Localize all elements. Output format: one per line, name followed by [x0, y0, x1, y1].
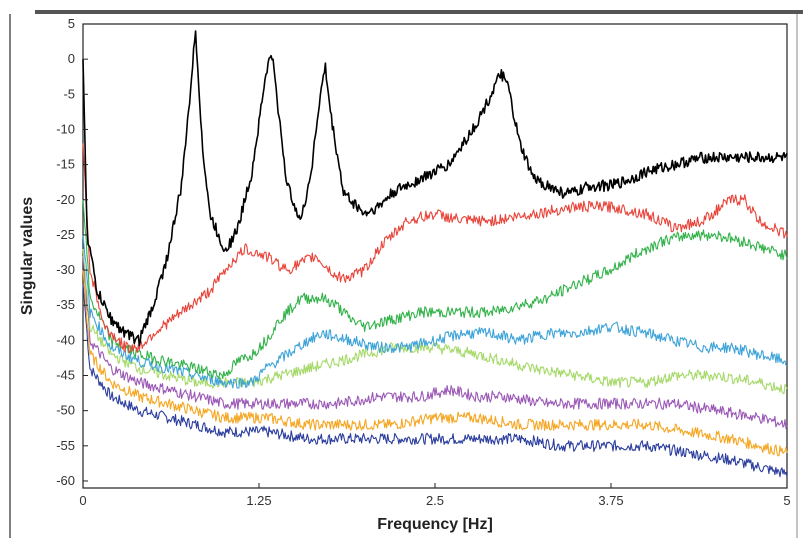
series-line-4: [82, 234, 788, 389]
y-tick-label: -45: [56, 368, 75, 383]
x-tick-label: 5: [783, 493, 790, 508]
series-layer: [82, 30, 788, 478]
y-tick-label: -10: [56, 121, 75, 136]
x-axis: 0 1.25 2.5 3.75 5: [79, 483, 791, 508]
x-axis-title: Frequency [Hz]: [377, 516, 493, 533]
x-tick-label: 3.75: [598, 493, 623, 508]
y-tick-label: -60: [56, 473, 75, 488]
series-line-8: [82, 284, 788, 478]
series-line-1: [82, 30, 788, 347]
series-line-6: [82, 255, 788, 430]
y-axis: 5 0 -5 -10 -15 -20 -25 -30 -35 -40 -45 -50 -55 -60: [56, 16, 88, 488]
y-tick-label: -40: [56, 332, 75, 347]
series-line-2: [82, 143, 788, 354]
series-line-3: [82, 199, 788, 380]
plot-area: [82, 23, 788, 489]
y-tick-label: -30: [56, 262, 75, 277]
y-tick-label: 5: [68, 16, 75, 31]
y-tick-label: -20: [56, 192, 75, 207]
series-line-7: [82, 270, 788, 457]
y-tick-label: -25: [56, 227, 75, 242]
y-tick-label: -35: [56, 297, 75, 312]
y-tick-label: -55: [56, 438, 75, 453]
y-tick-label: -50: [56, 403, 75, 418]
y-tick-label: 0: [68, 51, 75, 66]
x-tick-label: 2.5: [426, 493, 444, 508]
y-axis-title: Singular values: [19, 197, 36, 315]
x-tick-label: 1.25: [246, 493, 271, 508]
y-tick-label: -5: [63, 86, 75, 101]
series-line-5: [82, 248, 788, 395]
x-tick-label: 0: [79, 493, 86, 508]
y-tick-label: -15: [56, 157, 75, 172]
